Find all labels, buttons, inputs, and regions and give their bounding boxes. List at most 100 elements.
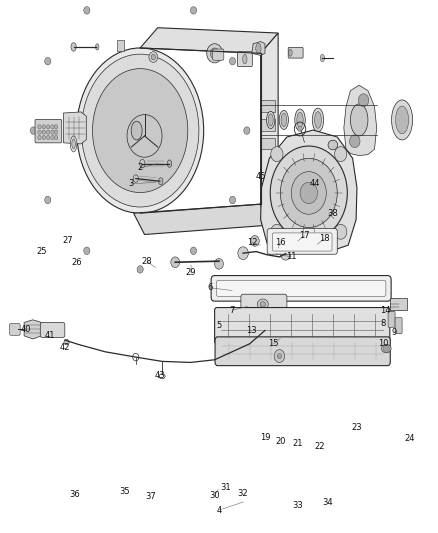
Circle shape xyxy=(274,350,285,362)
Text: 23: 23 xyxy=(352,423,362,432)
Ellipse shape xyxy=(314,111,321,128)
Circle shape xyxy=(207,44,223,63)
Circle shape xyxy=(335,224,347,239)
Ellipse shape xyxy=(260,302,265,307)
Circle shape xyxy=(45,58,51,65)
Circle shape xyxy=(137,265,143,273)
Text: 3: 3 xyxy=(129,180,134,188)
Circle shape xyxy=(42,125,46,129)
Text: 42: 42 xyxy=(60,343,70,352)
FancyBboxPatch shape xyxy=(288,47,303,58)
Polygon shape xyxy=(261,33,278,225)
Text: 28: 28 xyxy=(141,257,152,265)
Circle shape xyxy=(350,135,360,148)
Ellipse shape xyxy=(350,104,368,136)
Circle shape xyxy=(230,196,236,204)
Circle shape xyxy=(383,345,389,352)
Text: 20: 20 xyxy=(275,437,286,446)
Text: 21: 21 xyxy=(293,439,303,448)
Text: 8: 8 xyxy=(381,319,386,328)
Circle shape xyxy=(215,259,223,269)
Circle shape xyxy=(46,130,50,134)
Ellipse shape xyxy=(257,299,268,310)
Text: 9: 9 xyxy=(392,328,397,337)
Text: 30: 30 xyxy=(209,491,220,500)
Polygon shape xyxy=(261,130,357,253)
Text: 14: 14 xyxy=(380,306,391,314)
Ellipse shape xyxy=(281,113,286,127)
Circle shape xyxy=(210,48,219,59)
Ellipse shape xyxy=(256,43,261,54)
Ellipse shape xyxy=(131,122,142,140)
Ellipse shape xyxy=(72,139,75,149)
Circle shape xyxy=(270,146,347,240)
Polygon shape xyxy=(140,28,278,53)
Text: 6: 6 xyxy=(208,284,213,292)
FancyBboxPatch shape xyxy=(215,308,390,344)
Ellipse shape xyxy=(149,52,158,62)
Circle shape xyxy=(54,130,58,134)
Ellipse shape xyxy=(328,140,338,150)
Circle shape xyxy=(38,135,41,140)
Circle shape xyxy=(38,130,41,134)
Ellipse shape xyxy=(133,175,138,182)
Ellipse shape xyxy=(64,340,69,345)
Text: 35: 35 xyxy=(120,487,130,496)
Text: 38: 38 xyxy=(328,209,338,217)
Text: 44: 44 xyxy=(310,180,321,188)
Ellipse shape xyxy=(95,44,99,50)
Text: 19: 19 xyxy=(260,433,270,441)
Text: 41: 41 xyxy=(45,332,56,340)
FancyBboxPatch shape xyxy=(267,229,337,254)
Text: 31: 31 xyxy=(220,483,231,492)
Circle shape xyxy=(51,125,54,129)
Text: 29: 29 xyxy=(185,269,196,277)
FancyBboxPatch shape xyxy=(212,49,224,60)
Circle shape xyxy=(271,147,283,161)
Text: 45: 45 xyxy=(255,173,266,181)
Ellipse shape xyxy=(268,114,273,126)
Bar xyxy=(117,40,124,51)
Text: 43: 43 xyxy=(155,372,165,380)
Ellipse shape xyxy=(297,112,303,127)
Bar xyxy=(390,298,407,310)
Text: 40: 40 xyxy=(20,325,31,334)
Circle shape xyxy=(51,130,54,134)
FancyBboxPatch shape xyxy=(216,280,386,296)
Text: 33: 33 xyxy=(293,501,303,510)
Ellipse shape xyxy=(243,54,247,64)
Circle shape xyxy=(84,6,90,14)
Circle shape xyxy=(298,126,302,132)
Text: 27: 27 xyxy=(63,237,73,245)
Circle shape xyxy=(42,135,46,140)
Circle shape xyxy=(46,125,50,129)
FancyBboxPatch shape xyxy=(211,276,391,301)
Bar xyxy=(261,138,275,149)
Text: 7: 7 xyxy=(230,306,235,314)
Text: 12: 12 xyxy=(247,238,257,247)
Text: 18: 18 xyxy=(319,235,329,243)
Ellipse shape xyxy=(70,136,77,152)
Ellipse shape xyxy=(392,100,413,140)
Polygon shape xyxy=(252,42,265,55)
FancyBboxPatch shape xyxy=(388,311,395,327)
Text: 13: 13 xyxy=(247,326,257,335)
Circle shape xyxy=(46,135,50,140)
Circle shape xyxy=(300,182,318,204)
Circle shape xyxy=(271,224,283,239)
Circle shape xyxy=(171,257,180,268)
Text: 37: 37 xyxy=(146,492,156,501)
Text: 17: 17 xyxy=(299,231,310,240)
Text: 32: 32 xyxy=(238,489,248,497)
Text: 24: 24 xyxy=(404,434,415,442)
Circle shape xyxy=(51,135,54,140)
Bar xyxy=(261,100,275,112)
Circle shape xyxy=(291,172,326,214)
Ellipse shape xyxy=(92,69,188,192)
Bar xyxy=(261,119,275,131)
Circle shape xyxy=(251,236,259,246)
Circle shape xyxy=(42,130,46,134)
Ellipse shape xyxy=(312,108,324,132)
Ellipse shape xyxy=(396,106,409,134)
Text: 2: 2 xyxy=(138,164,143,172)
